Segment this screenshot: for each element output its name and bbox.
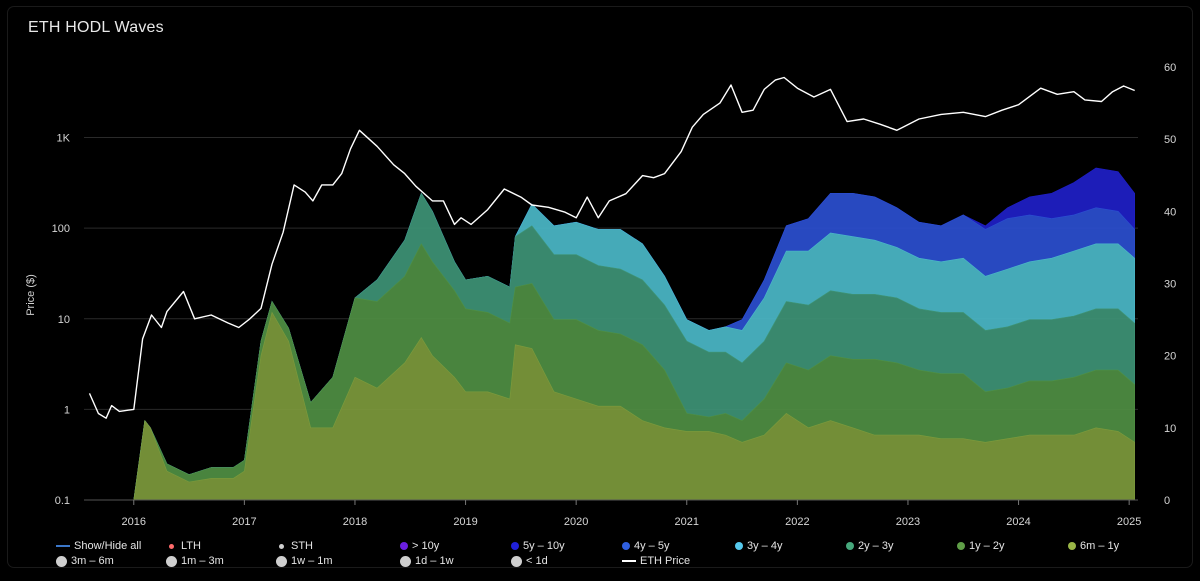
- x-tick-label: 2021: [675, 516, 699, 528]
- legend-item-lth[interactable]: LTH: [166, 539, 201, 553]
- legend-item-3m-6m[interactable]: 3m – 6m: [56, 554, 114, 568]
- y-right-tick-label: 40: [1164, 206, 1176, 218]
- legend-label: 4y – 5y: [634, 540, 670, 552]
- x-tick-label: 2022: [785, 516, 809, 528]
- legend-label: ETH Price: [640, 555, 691, 567]
- chart-panel: ETH HODL Waves 0.1 1 10 100 1K 0 10 20 30 40 50 60 2…: [8, 7, 1192, 567]
- legend-label: < 1d: [526, 555, 548, 567]
- legend-swatch-icon: [400, 555, 411, 567]
- legend-swatch-icon: [56, 545, 70, 547]
- legend-item-1y-2y[interactable]: 1y – 2y: [957, 539, 1004, 553]
- legend-item-1d-1w[interactable]: 1d – 1w: [400, 554, 454, 568]
- legend-label: 1w – 1m: [291, 555, 333, 567]
- area-series: [84, 167, 1135, 501]
- legend-swatch-icon: [511, 555, 522, 567]
- x-tick-label: 2018: [343, 516, 367, 528]
- legend-label: 6m – 1y: [1080, 540, 1120, 552]
- y-left-tick-label: 10: [58, 314, 70, 326]
- x-tick-label: 2019: [453, 516, 477, 528]
- legend-item-5y-10y[interactable]: 5y – 10y: [511, 539, 565, 553]
- legend-item-2y-3y[interactable]: 2y – 3y: [846, 539, 893, 553]
- legend-item-sth[interactable]: STH: [276, 539, 313, 553]
- legend-swatch-icon: [169, 543, 174, 549]
- y-left-tick-label: 0.1: [55, 495, 70, 507]
- legend-swatch-icon: [735, 542, 743, 550]
- legend-item-1w-1m[interactable]: 1w – 1m: [276, 554, 333, 568]
- x-tick-label: 2023: [896, 516, 920, 528]
- axes: 0.1 1 10 100 1K 0 10 20 30 40 50 60 2016 2017 2018 2019…: [52, 62, 1177, 528]
- legend: Show/Hide all LTH STH > 10y 5y – 10y 4y – 5y 3…: [8, 537, 1192, 569]
- legend-label: 3m – 6m: [71, 555, 114, 567]
- legend-item-1d[interactable]: < 1d: [511, 554, 548, 568]
- legend-item-1m-3m[interactable]: 1m – 3m: [166, 554, 224, 568]
- legend-label: 1y – 2y: [969, 540, 1005, 552]
- legend-swatch-icon: [622, 560, 636, 562]
- y-axis-title: Price ($): [25, 274, 37, 316]
- legend-swatch-icon: [1068, 542, 1076, 550]
- legend-swatch-icon: [511, 542, 519, 550]
- y-left-tick-label: 100: [52, 223, 70, 235]
- y-right-tick-label: 0: [1164, 495, 1170, 507]
- x-tick-label: 2025: [1117, 516, 1141, 528]
- legend-swatch-icon: [279, 543, 284, 549]
- legend-item-10y[interactable]: > 10y: [400, 539, 439, 553]
- legend-item-6m-1y[interactable]: 6m – 1y: [1068, 539, 1119, 553]
- x-tick-label: 2020: [564, 516, 588, 528]
- y-right-tick-label: 30: [1164, 279, 1176, 291]
- legend-item-3y-4y[interactable]: 3y – 4y: [735, 539, 782, 553]
- legend-label: Show/Hide all: [74, 540, 142, 552]
- legend-swatch-icon: [166, 555, 177, 567]
- legend-swatch-icon: [400, 542, 408, 550]
- y-right-tick-label: 50: [1164, 134, 1176, 146]
- legend-swatch-icon: [846, 542, 854, 550]
- legend-label: 5y – 10y: [523, 540, 565, 552]
- x-tick-label: 2016: [122, 516, 146, 528]
- y-right-tick-label: 60: [1164, 62, 1176, 74]
- hodl-waves-chart: 0.1 1 10 100 1K 0 10 20 30 40 50 60 2016 2017 2018 2019…: [25, 62, 1177, 528]
- legend-item-4y-5y[interactable]: 4y – 5y: [622, 539, 669, 553]
- price-line: [88, 76, 1135, 419]
- y-right-tick-label: 10: [1164, 423, 1176, 435]
- legend-item-show-hide-all[interactable]: Show/Hide all: [56, 539, 141, 553]
- legend-label: > 10y: [412, 540, 440, 552]
- legend-label: 1d – 1w: [415, 555, 454, 567]
- eth-price-line: [88, 76, 1135, 419]
- legend-label: 1m – 3m: [181, 555, 224, 567]
- legend-label: 3y – 4y: [747, 540, 783, 552]
- legend-item-eth-price[interactable]: ETH Price: [622, 554, 690, 568]
- chart-title: ETH HODL Waves: [28, 19, 164, 36]
- x-tick-label: 2024: [1006, 516, 1030, 528]
- y-left-tick-label: 1K: [57, 133, 71, 145]
- legend-label: 2y – 3y: [858, 540, 894, 552]
- legend-label: LTH: [181, 540, 201, 552]
- x-tick-label: 2017: [232, 516, 256, 528]
- legend-swatch-icon: [957, 542, 965, 550]
- y-left-tick-label: 1: [64, 404, 70, 416]
- y-right-tick-label: 20: [1164, 351, 1176, 363]
- legend-swatch-icon: [56, 555, 67, 567]
- legend-swatch-icon: [276, 555, 287, 567]
- legend-swatch-icon: [622, 542, 630, 550]
- legend-label: STH: [291, 540, 313, 552]
